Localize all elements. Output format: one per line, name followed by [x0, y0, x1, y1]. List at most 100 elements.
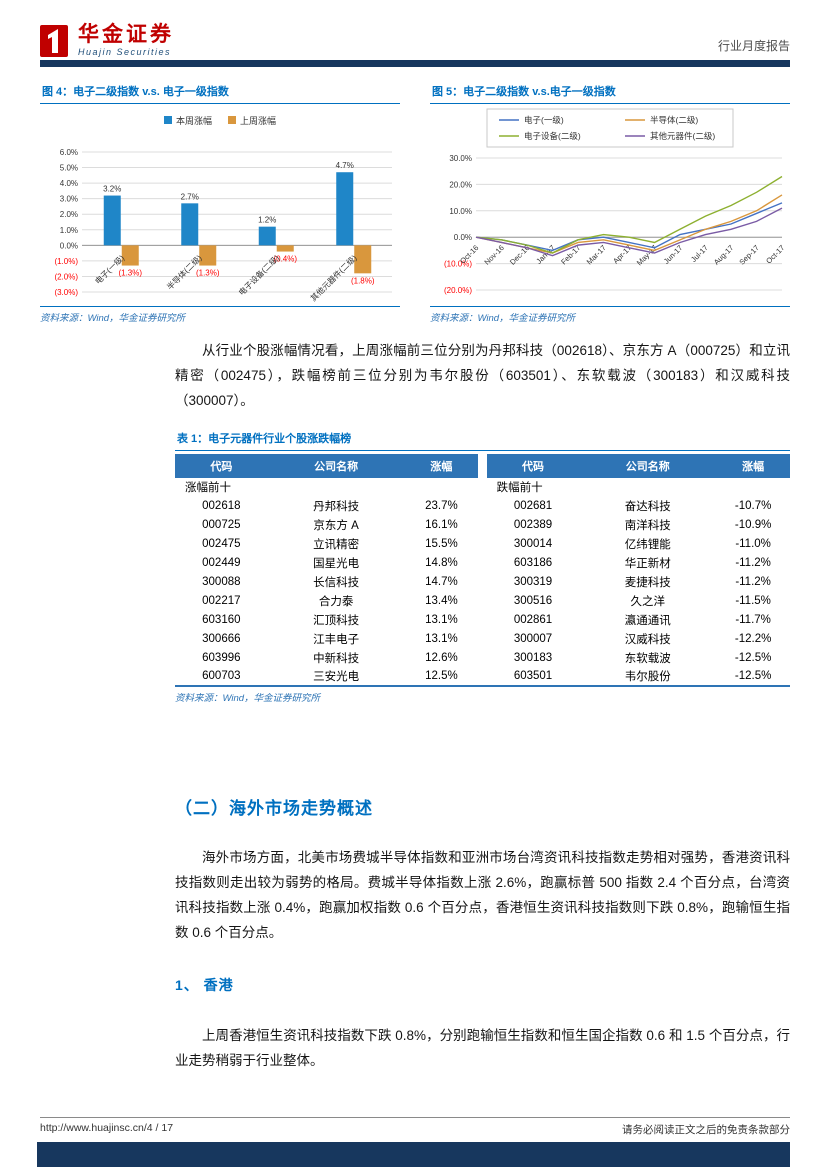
table1-row: 002475 立讯精密 15.5% 300014 亿纬锂能 -11.0% [175, 534, 790, 553]
svg-text:Mar-17: Mar-17 [585, 243, 608, 266]
stock-code: 002389 [513, 518, 553, 531]
paragraph-hongkong: 上周香港恒生资讯科技指数下跌 0.8%，分别跑输恒生指数和恒生国企指数 0.6 … [175, 1028, 790, 1068]
row-gap [478, 591, 487, 610]
company-name: 南洋科技 [624, 519, 671, 532]
table1-source: 资料来源：Wind，华金证券研究所 [175, 693, 321, 704]
figure4-bar-chart: 6.0% 5.0% 4.0% 3.0% 2.0% 1.0% 0.0% (1.0%) (2.0%)… [54, 115, 392, 303]
figure5: 图 5：电子二级指数 v.s.电子一级指数 电子(一级) 半导体(二级) 电子设备(… [430, 80, 790, 324]
svg-text:Jul-17: Jul-17 [689, 243, 710, 264]
stock-code: 300183 [513, 651, 553, 664]
company-name: 东软载波 [624, 652, 671, 665]
row-gap [478, 534, 487, 553]
company-name: 丹邦科技 [313, 500, 360, 513]
figures-row: 图 4：电子二级指数 v.s. 电子一级指数 6.0% 5.0% 4.0% 3.0% 2… [40, 80, 790, 324]
row-gap [478, 515, 487, 534]
svg-text:6.0%: 6.0% [60, 148, 78, 157]
huajin-logo: 华金证券 Huajin Securities [40, 22, 174, 58]
svg-text:10.0%: 10.0% [449, 207, 472, 216]
group-gap [478, 478, 487, 496]
table1-row: 300666 江丰电子 13.1% 300007 汉威科技 -12.2% [175, 629, 790, 648]
pct-change: -11.5% [735, 594, 771, 607]
svg-text:0.0%: 0.0% [60, 241, 78, 250]
logo-company-name-en: Huajin Securities [78, 47, 172, 58]
figure4-title: 图 4：电子二级指数 v.s. 电子一级指数 [40, 80, 400, 104]
company-name: 立讯精密 [313, 538, 360, 551]
pct-change: 15.5% [425, 537, 458, 550]
svg-text:1.2%: 1.2% [258, 216, 276, 225]
svg-text:2.7%: 2.7% [181, 192, 199, 201]
stock-code: 002681 [513, 499, 553, 512]
row-gap [478, 667, 487, 686]
stock-code: 300666 [202, 632, 241, 645]
stock-code: 002618 [202, 499, 241, 512]
pct-change: -12.2% [734, 632, 772, 645]
svg-text:(2.0%): (2.0%) [54, 272, 78, 281]
pct-change: -11.2% [735, 556, 771, 569]
svg-text:0.0%: 0.0% [454, 233, 472, 242]
pct-change: -12.5% [734, 651, 772, 664]
table1-row: 000725 京东方 A 16.1% 002389 南洋科技 -10.9% [175, 515, 790, 534]
table1-group-row: 涨幅前十 跌幅前十 [175, 478, 790, 496]
logo-company-name: 华金证券 [78, 22, 174, 47]
company-name: 奋达科技 [624, 500, 671, 513]
pct-change: 23.7% [425, 499, 458, 512]
svg-text:本周涨幅: 本周涨幅 [176, 115, 212, 126]
pct-change: 13.1% [425, 632, 458, 645]
pct-change: -10.7% [734, 499, 772, 512]
figure5-title: 图 5：电子二级指数 v.s.电子一级指数 [430, 80, 790, 104]
pct-change: 13.4% [425, 594, 458, 607]
stock-code: 300319 [513, 575, 553, 588]
company-name: 长信科技 [313, 576, 360, 589]
col-code-right: 代码 [486, 454, 580, 478]
svg-text:(1.3%): (1.3%) [118, 269, 142, 278]
col-company-right: 公司名称 [579, 454, 717, 478]
stock-code: 300014 [513, 537, 553, 550]
company-name: 汇顶科技 [313, 614, 360, 627]
svg-text:上周涨幅: 上周涨幅 [240, 115, 276, 126]
table1: 代码 公司名称 涨幅 代码 公司名称 涨幅 涨幅前十 跌幅前十 [175, 454, 790, 687]
row-gap [478, 648, 487, 667]
svg-text:电子设备(二级): 电子设备(二级) [236, 252, 281, 297]
table1-header-row: 代码 公司名称 涨幅 代码 公司名称 涨幅 [175, 454, 790, 478]
pct-change: 13.1% [425, 613, 458, 626]
losers-group-label: 跌幅前十 [496, 482, 543, 494]
logo-text: 华金证券 Huajin Securities [78, 22, 174, 58]
company-name: 华正新材 [624, 557, 671, 570]
footer-disclaimer: 请务必阅读正文之后的免责条款部分 [622, 1124, 790, 1136]
company-name: 合力泰 [318, 595, 354, 608]
pct-change: 16.1% [425, 518, 458, 531]
svg-text:电子(一级): 电子(一级) [524, 115, 564, 125]
svg-text:(20.0%): (20.0%) [444, 286, 472, 295]
table1-block: 表 1：电子元器件行业个股涨跌幅榜 代码 公司名称 涨幅 代码 公司名称 [175, 427, 790, 704]
stock-code: 002861 [513, 613, 553, 626]
stock-code: 002475 [202, 537, 241, 550]
company-name: 韦尔股份 [624, 671, 671, 683]
svg-text:Oct-17: Oct-17 [764, 243, 786, 265]
table1-row: 603996 中新科技 12.6% 300183 东软载波 -12.5% [175, 648, 790, 667]
paragraph-overseas: 海外市场方面，北美市场费城半导体指数和亚洲市场台湾资讯科技指数走势相对强势，香港… [175, 850, 790, 940]
svg-text:(0.4%): (0.4%) [273, 255, 297, 264]
footer-url-pagenumber[interactable]: http://www.huajinsc.cn/4 / 17 [40, 1122, 174, 1134]
table1-row: 002618 丹邦科技 23.7% 002681 奋达科技 -10.7% [175, 496, 790, 515]
stock-code: 603186 [513, 556, 553, 569]
col-company-left: 公司名称 [267, 454, 405, 478]
svg-text:1.0%: 1.0% [60, 226, 78, 235]
table1-row: 002217 合力泰 13.4% 300516 久之洋 -11.5% [175, 591, 790, 610]
report-type-label: 行业月度报告 [717, 39, 790, 53]
pct-change: -11.2% [735, 575, 771, 588]
header-rule [40, 60, 790, 67]
figure5-line-chart: 电子(一级) 半导体(二级) 电子设备(二级) 其他元器件(二级) 30.0% 20.0%… [444, 108, 786, 295]
stock-code: 300516 [513, 594, 553, 607]
row-gap [478, 496, 487, 515]
pct-change: 14.8% [425, 556, 458, 569]
svg-text:20.0%: 20.0% [449, 180, 472, 189]
stock-code: 603501 [513, 670, 553, 682]
stock-code: 000725 [202, 518, 241, 531]
pct-change: -12.5% [734, 670, 772, 682]
svg-text:3.2%: 3.2% [103, 185, 121, 194]
col-change-right: 涨幅 [716, 454, 790, 478]
pct-change: -10.9% [734, 518, 772, 531]
huajin-logo-icon [40, 24, 68, 57]
pct-change: -11.0% [735, 537, 771, 550]
gainers-group-label: 涨幅前十 [185, 482, 231, 494]
